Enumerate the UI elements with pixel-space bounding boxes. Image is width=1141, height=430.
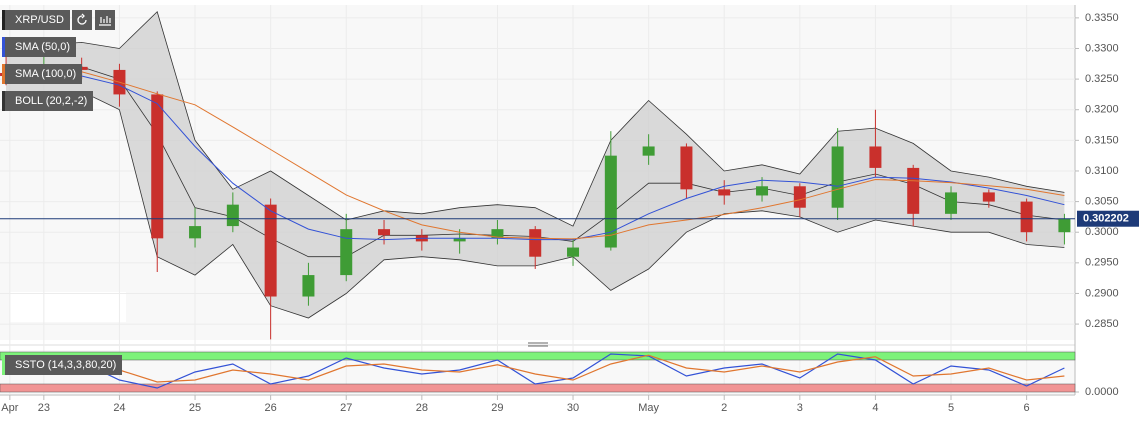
y-tick-label: 0.3050 (1085, 195, 1119, 207)
watermark (10, 292, 126, 322)
refresh-button[interactable] (72, 10, 92, 30)
legend-entry[interactable]: BOLL (20,2,-2) (2, 91, 94, 111)
legend-label: SMA (50,0) (15, 41, 71, 53)
x-tick-label: 27 (340, 402, 352, 414)
refresh-icon (77, 13, 87, 25)
oscillator-line (5, 353, 1065, 389)
x-tick-label: 30 (567, 402, 579, 414)
candle-body (869, 146, 882, 168)
last-price-label: 0.302202 (1083, 213, 1129, 225)
x-tick-label: 25 (189, 402, 201, 414)
y-tick-label: 0.3250 (1085, 73, 1119, 85)
x-tick-label: 5 (948, 402, 954, 414)
x-tick-label: 2 (721, 402, 727, 414)
x-tick-label: 4 (872, 402, 878, 414)
candle-body (831, 146, 844, 208)
legend-entry[interactable]: SMA (50,0) (2, 37, 77, 57)
chart-type-button[interactable] (95, 10, 115, 30)
y-tick-label: 0.0000 (1085, 386, 1119, 398)
y-tick-label: 0.3300 (1085, 42, 1119, 54)
symbol-legend[interactable]: XRP/USD (2, 10, 70, 30)
bollinger-upper (5, 10, 1065, 227)
legend-entry[interactable]: SSTO (14,3,3,80,20) (2, 355, 123, 375)
x-tick-label: 3 (797, 402, 803, 414)
x-tick-label: 29 (491, 402, 503, 414)
candle-body (340, 229, 353, 276)
y-tick-label: 0.3150 (1085, 134, 1119, 146)
y-tick-label: 0.2900 (1085, 287, 1119, 299)
y-tick-label: 0.2950 (1085, 257, 1119, 269)
oscillator-line (5, 354, 1065, 383)
x-tick-label: 23 (38, 402, 50, 414)
candle-body (226, 204, 239, 227)
candle-body (491, 229, 504, 239)
y-tick-label: 0.3100 (1085, 165, 1119, 177)
candle-body (1020, 201, 1033, 233)
sma-line (5, 65, 1065, 240)
candle-body (604, 155, 617, 248)
candle-body (189, 226, 202, 239)
x-tick-label: 6 (1024, 402, 1030, 414)
oscillator-band (0, 383, 1076, 393)
candle-body (151, 94, 164, 239)
candle-body (453, 238, 466, 242)
x-tick-label: May (638, 402, 659, 414)
legend-entry[interactable]: SMA (100,0) (2, 64, 83, 84)
candle-body (793, 186, 806, 208)
x-tick-label: 26 (265, 402, 277, 414)
legend-label: SSTO (14,3,3,80,20) (15, 359, 117, 371)
candle-body (264, 204, 277, 297)
x-tick-label: Apr (1, 402, 18, 414)
candle-body (718, 189, 731, 196)
candle-body (680, 146, 693, 190)
candle-body (302, 275, 315, 297)
sma-line (5, 71, 1065, 241)
chart-type-icon (99, 16, 111, 26)
x-tick-label: 28 (416, 402, 428, 414)
candle-body (567, 247, 580, 257)
y-tick-label: 0.3000 (1085, 226, 1119, 238)
candle-body (529, 229, 542, 257)
candle-body (1058, 218, 1071, 233)
candle-body (907, 167, 920, 214)
candle-body (378, 229, 391, 236)
y-tick-label: 0.2850 (1085, 318, 1119, 330)
oscillator-band (0, 351, 1076, 361)
legend-label: SMA (100,0) (15, 68, 77, 80)
candle-body (642, 146, 655, 156)
symbol: XRP/USD (15, 14, 64, 26)
candle-body (756, 186, 769, 196)
y-tick-label: 0.3350 (1085, 12, 1119, 24)
candle-body (982, 192, 995, 202)
x-tick-label: 24 (113, 402, 125, 414)
last-price-box (1077, 210, 1139, 227)
legend-label: BOLL (20,2,-2) (15, 95, 88, 107)
candle-body (945, 192, 958, 214)
y-tick-label: 0.3200 (1085, 104, 1119, 116)
